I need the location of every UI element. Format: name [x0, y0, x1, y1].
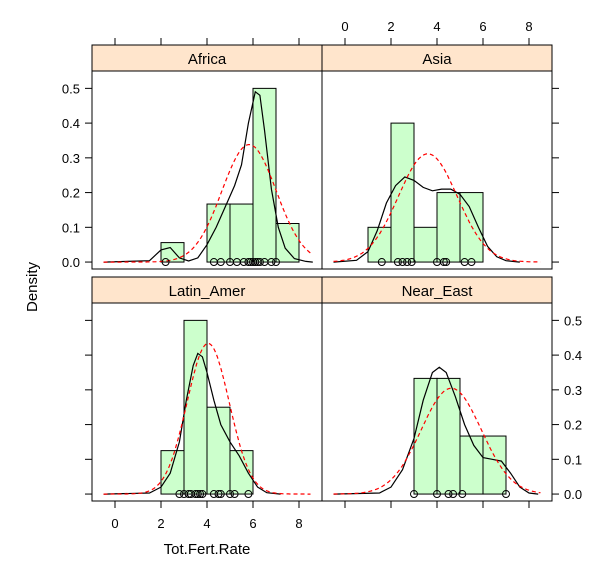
kde-curve — [333, 366, 539, 495]
data-point — [449, 490, 458, 499]
data-point — [255, 258, 264, 267]
strip-label: Latin_Amer — [169, 283, 246, 300]
y-tick-label: 0.3 — [564, 383, 582, 398]
histogram-bar — [436, 192, 461, 263]
kde-curve — [333, 176, 520, 263]
histogram-bar — [206, 406, 231, 495]
data-point — [161, 258, 170, 267]
x-tick-label: 2 — [387, 19, 394, 34]
y-tick-label: 0.5 — [62, 81, 80, 96]
x-tick-label: 0 — [111, 516, 118, 531]
y-tick-label: 0.4 — [564, 348, 582, 363]
data-point — [175, 490, 184, 499]
histogram-bar — [413, 377, 438, 495]
histogram-bar — [390, 122, 415, 263]
y-tick-label: 0.5 — [564, 313, 582, 328]
x-tick-label: 6 — [249, 516, 256, 531]
normal-curve — [103, 144, 311, 263]
histogram-bar — [160, 450, 185, 495]
x-tick-label: 8 — [525, 19, 532, 34]
histogram-bar — [206, 203, 231, 263]
strip-label: Asia — [422, 51, 452, 68]
panel-near-east: Near_East — [321, 276, 553, 502]
data-point — [398, 258, 407, 267]
data-point — [244, 490, 253, 499]
data-point — [393, 258, 402, 267]
y-axis-title: Density — [24, 261, 41, 312]
y-tick-label: 0.4 — [62, 116, 80, 131]
histogram-bar — [229, 203, 254, 263]
data-point — [407, 258, 416, 267]
data-point — [467, 258, 476, 267]
histogram-bar — [275, 222, 300, 263]
y-tick-label: 0.1 — [62, 220, 80, 235]
x-tick-label: 2 — [157, 516, 164, 531]
y-tick-label: 0.2 — [564, 418, 582, 433]
y-tick-label: 0.3 — [62, 151, 80, 166]
data-point — [442, 258, 451, 267]
normal-curve — [333, 387, 541, 495]
data-point — [410, 490, 418, 499]
data-point — [214, 490, 223, 499]
data-point — [433, 490, 441, 499]
x-tick-label: 4 — [203, 516, 210, 531]
strip-latin-amer — [91, 276, 323, 304]
panel-latin-amer: Latin_Amer — [91, 276, 323, 502]
y-tick-label: 0.0 — [564, 487, 582, 502]
x-tick-label: 0 — [341, 19, 348, 34]
x-tick-label: 4 — [433, 19, 440, 34]
histogram-bar — [482, 435, 507, 495]
x-tick-label: 6 — [479, 19, 486, 34]
panel-africa: Africa — [91, 44, 323, 270]
normal-curve — [333, 153, 541, 263]
histogram-bar — [436, 377, 461, 495]
data-point — [458, 490, 467, 499]
data-point — [377, 258, 386, 267]
strip-label: Africa — [188, 51, 227, 68]
y-tick-label: 0.1 — [564, 452, 582, 467]
data-point — [267, 258, 276, 267]
histogram-bar — [252, 87, 277, 263]
histogram-bar — [413, 226, 438, 263]
data-point — [198, 490, 207, 499]
data-point — [439, 258, 448, 267]
histogram-bar — [459, 435, 484, 495]
kde-curve — [103, 352, 281, 495]
data-point — [216, 490, 225, 499]
normal-curve — [103, 342, 311, 495]
data-point — [444, 490, 453, 499]
data-point — [502, 490, 510, 499]
y-tick-label: 0.0 — [62, 255, 80, 270]
data-point — [272, 258, 280, 267]
data-point — [216, 258, 225, 267]
panel-asia: Asia — [321, 44, 553, 270]
x-axis-title: Tot.Fert.Rate — [164, 541, 251, 558]
kde-curve — [103, 90, 313, 263]
data-point — [251, 258, 260, 267]
data-point — [193, 490, 202, 499]
strip-label: Near_East — [402, 283, 474, 300]
x-tick-label: 8 — [295, 516, 302, 531]
y-tick-label: 0.2 — [62, 186, 80, 201]
data-point — [226, 490, 234, 499]
data-point — [196, 490, 205, 499]
data-point — [403, 258, 412, 267]
data-point — [230, 490, 239, 499]
